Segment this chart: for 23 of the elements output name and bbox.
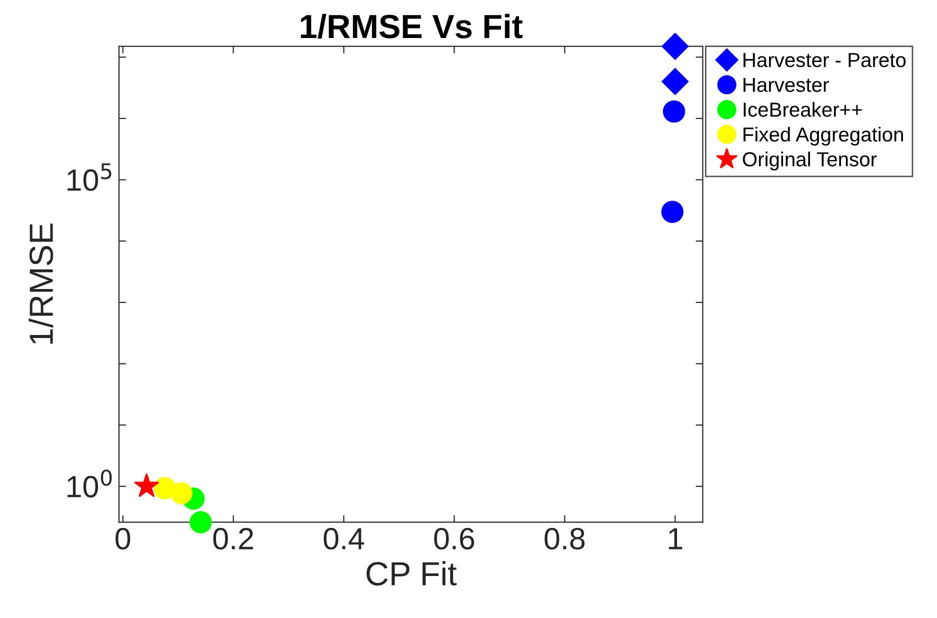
point xyxy=(661,200,684,223)
point xyxy=(662,32,689,60)
x-axis-title: CP Fit xyxy=(366,561,457,586)
point xyxy=(662,68,689,96)
chart-title: 1/RMSE Vs Fit xyxy=(300,14,523,39)
x-tick-label: 0.6 xyxy=(434,528,474,550)
x-tick-label: 0.2 xyxy=(213,528,254,550)
y-axis-title: 1/RMSE xyxy=(28,224,54,344)
point xyxy=(134,473,160,498)
x-tick-label: 0 xyxy=(116,528,130,550)
x-tick-label: 1 xyxy=(668,528,682,550)
point xyxy=(662,100,686,123)
x-tick-label: 0.8 xyxy=(544,528,585,550)
legend-label: Original Tensor xyxy=(742,152,877,170)
legend-label: Harvester xyxy=(744,78,829,92)
legend-label: IceBreaker++ xyxy=(744,102,862,117)
legend-label: Fixed Aggregation xyxy=(744,126,903,146)
y-tick-label: 10$^{0}$ xyxy=(68,470,112,498)
x-tick-label: 0.4 xyxy=(324,528,364,550)
point xyxy=(190,511,212,534)
legend-label: Harvester - Pareto xyxy=(744,53,906,68)
point xyxy=(170,482,193,504)
y-tick-label: 10$^{5}$ xyxy=(68,163,112,191)
